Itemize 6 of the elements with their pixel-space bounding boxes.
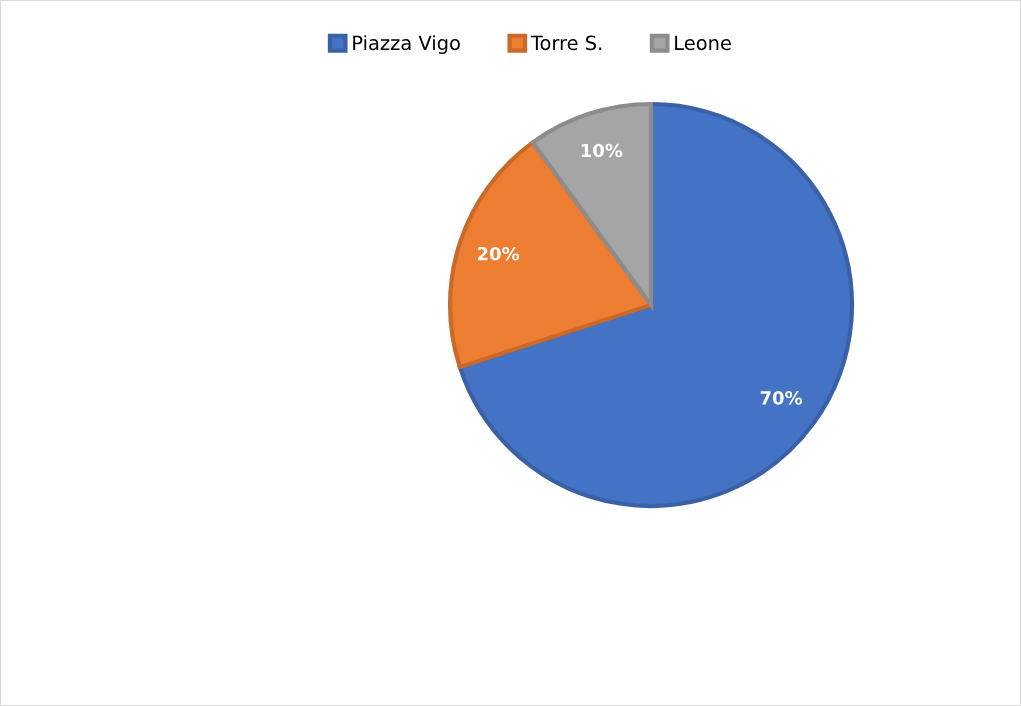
legend-label: Torre S. [530, 35, 602, 51]
legend-label: Leone [675, 35, 731, 51]
legend-label: Piazza Vigo [353, 35, 460, 54]
data-label: 70% [760, 391, 803, 405]
data-label: 20% [477, 246, 520, 261]
data-label: 10% [581, 143, 623, 158]
